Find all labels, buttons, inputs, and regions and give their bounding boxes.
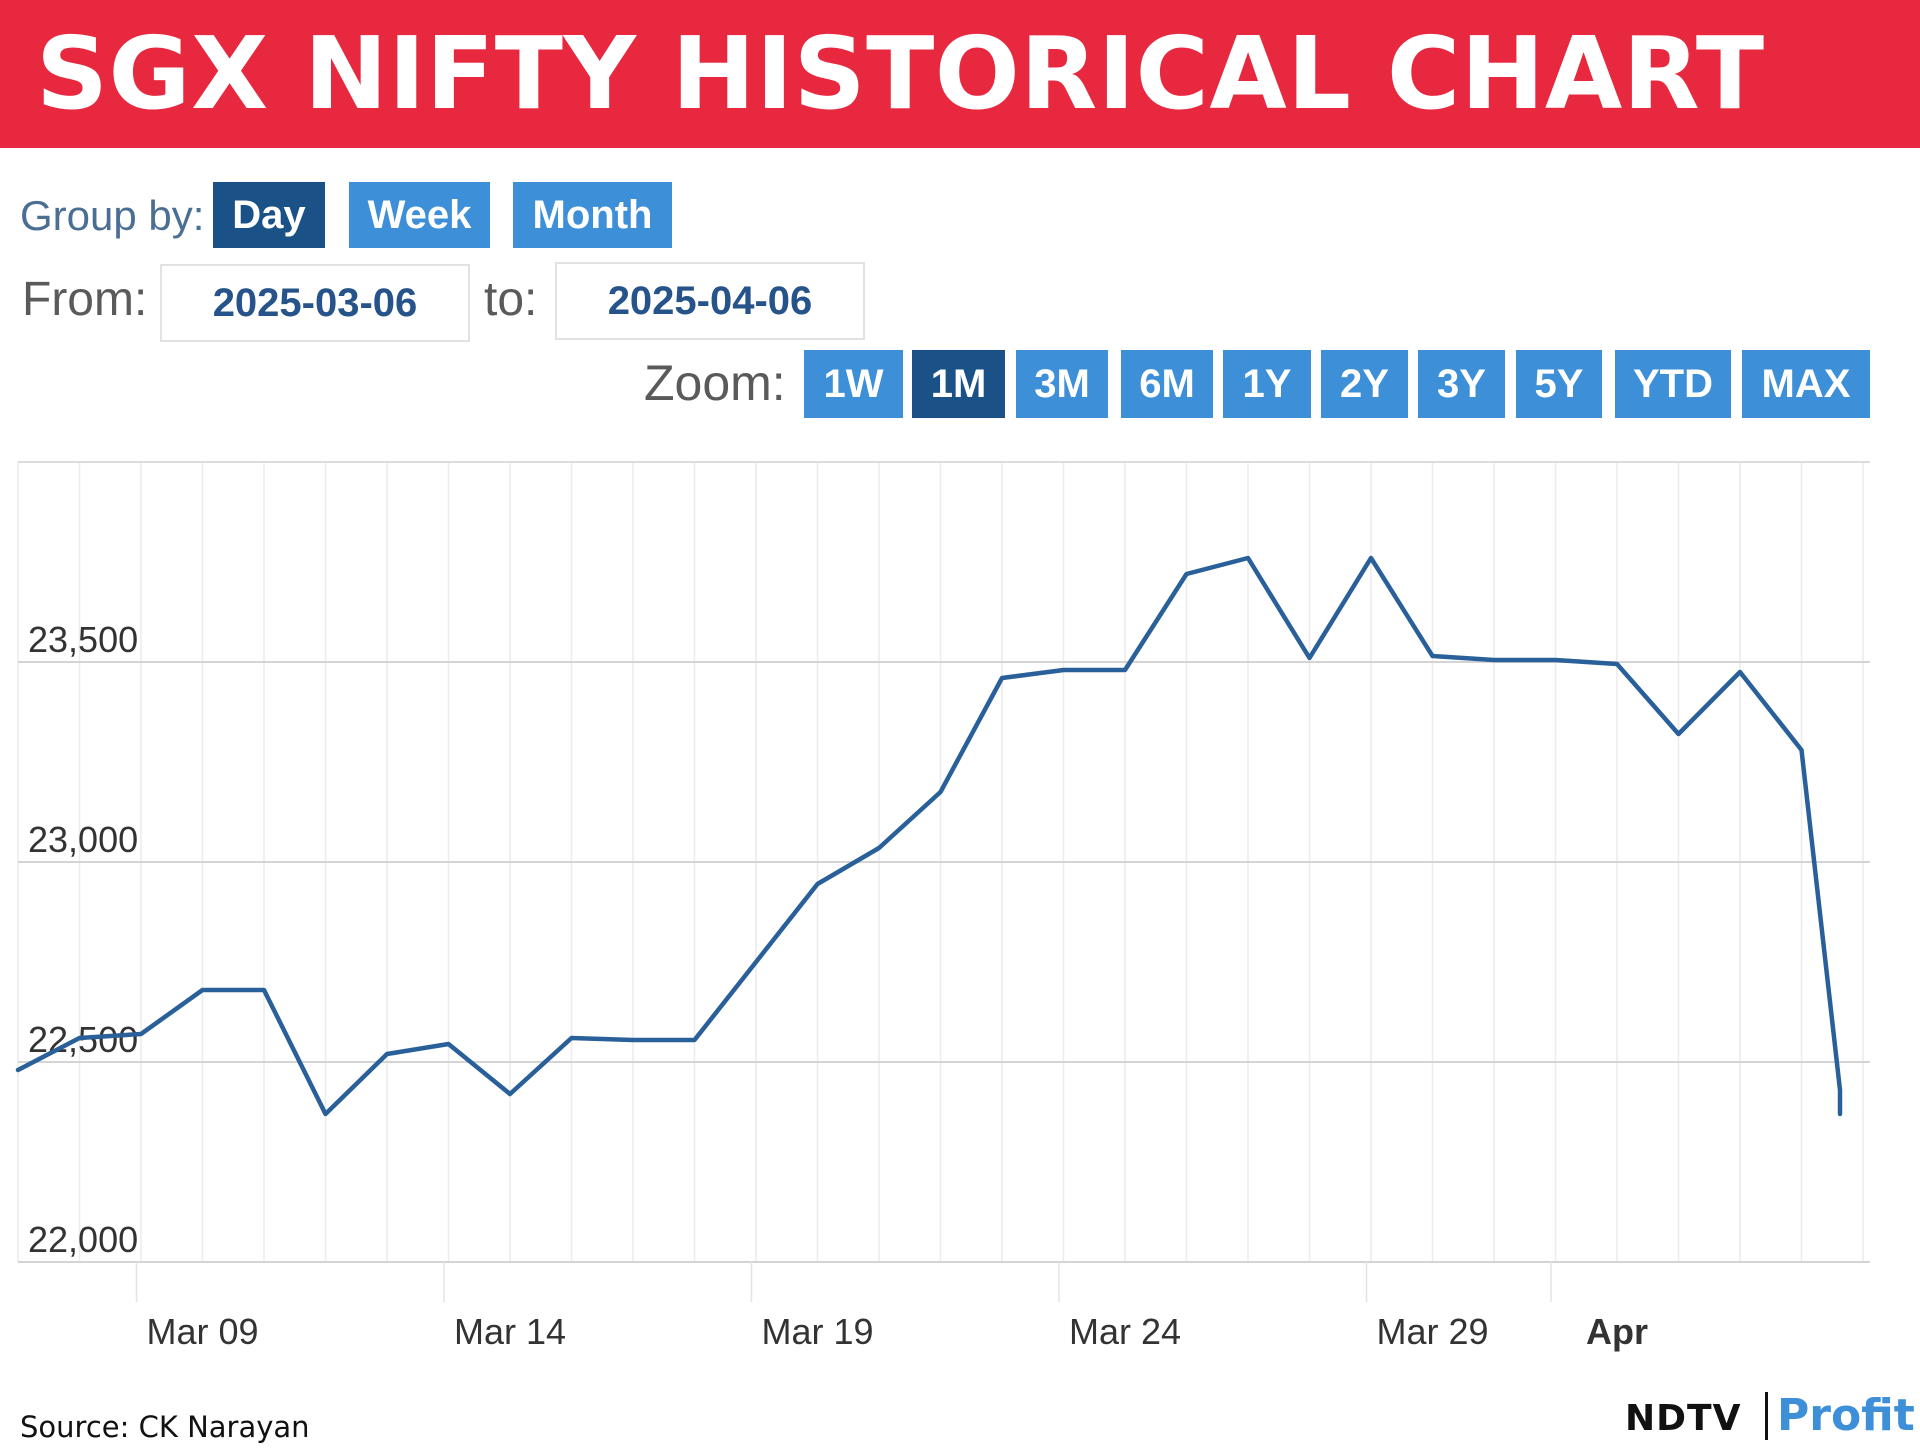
horizontal-gridlines [18,661,1870,1263]
zoom-ytd-button[interactable]: YTD [1615,350,1731,418]
group-month-button[interactable]: Month [513,182,672,248]
zoom-3y-button[interactable]: 3Y [1418,350,1505,418]
x-tick-label: Mar 09 [146,1311,258,1352]
from-date-input[interactable]: 2025-03-06 [160,264,470,342]
zoom-1m-button[interactable]: 1M [912,350,1005,418]
zoom-6m-button[interactable]: 6M [1121,350,1213,418]
zoom-label: Zoom: [644,355,786,411]
group-by-label: Group by: [20,192,205,239]
x-tick-label: Mar 29 [1376,1311,1488,1352]
group-week-button[interactable]: Week [349,182,490,248]
y-tick-label: 23,000 [28,819,138,860]
source-note: Source: CK Narayan [20,1410,310,1444]
y-tick-label: 22,000 [28,1219,138,1260]
x-tick-label: Mar 19 [761,1311,873,1352]
to-label: to: [484,273,538,326]
zoom-1y-button[interactable]: 1Y [1223,350,1311,418]
logo-profit-text: Profit [1777,1390,1915,1441]
series-group [15,555,1843,1117]
logo-ndtv-text: NDTV [1625,1398,1742,1439]
zoom-2y-button[interactable]: 2Y [1321,350,1408,418]
zoom-max-button[interactable]: MAX [1742,350,1870,418]
x-tick-label: Mar 24 [1069,1311,1181,1352]
page-title: SGX NIFTY HISTORICAL CHART [36,15,1765,132]
to-date-input[interactable]: 2025-04-06 [555,262,865,340]
zoom-3m-button[interactable]: 3M [1016,350,1108,418]
x-axis-labels: Mar 09 Mar 14 Mar 19 Mar 24 Mar 29 Apr [135,1262,1648,1352]
x-tick-label: Mar 14 [454,1311,566,1352]
zoom-1w-button[interactable]: 1W [804,350,903,418]
title-banner: SGX NIFTY HISTORICAL CHART [0,0,1920,148]
y-tick-label: 23,500 [28,619,138,660]
group-day-button[interactable]: Day [213,182,325,248]
x-tick-label: Apr [1586,1311,1648,1352]
series-line [15,555,1843,1117]
from-label: From: [22,273,148,326]
logo-divider [1765,1392,1768,1440]
zoom-5y-button[interactable]: 5Y [1516,350,1602,418]
